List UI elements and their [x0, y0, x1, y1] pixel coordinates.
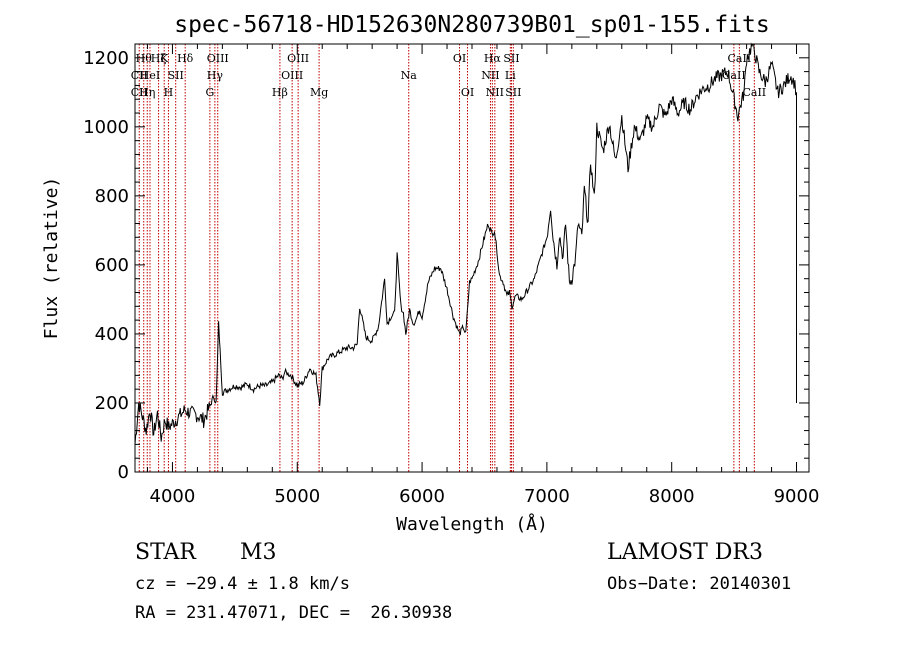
y-tick-label: 200 — [95, 393, 129, 414]
marker-label: NII — [486, 86, 504, 99]
marker-label: HeI — [140, 69, 160, 82]
marker-label: Hγ — [207, 69, 224, 82]
object-subclass: M3 — [240, 540, 277, 565]
marker-label: Li — [505, 69, 516, 82]
y-tick-label: 1200 — [83, 48, 129, 69]
x-axis-label: Wavelength (Å) — [396, 513, 548, 535]
marker-label: Hη — [139, 86, 155, 99]
marker-label: NII — [481, 69, 499, 82]
marker-label: K — [160, 52, 169, 65]
survey-name: LAMOST DR3 — [607, 540, 763, 565]
marker-label: SII — [503, 52, 519, 65]
x-tick-label: 9000 — [774, 486, 820, 507]
x-tick-label: 4000 — [150, 486, 196, 507]
spectrum-line — [134, 42, 797, 445]
y-axis-label: Flux (relative) — [41, 177, 62, 340]
y-tick-label: 800 — [95, 186, 129, 207]
marker-label: OIII — [287, 52, 309, 65]
marker-label: OI — [453, 52, 466, 65]
y-tick-label: 0 — [118, 462, 129, 483]
x-tick-label: 7000 — [524, 486, 570, 507]
marker-label: Hβ — [272, 86, 288, 99]
x-tick-label: 5000 — [274, 486, 320, 507]
marker-label: CaII — [728, 52, 752, 65]
marker-label: G — [205, 86, 214, 99]
plot-frame — [134, 43, 810, 473]
coordinates: RA = 231.47071, DEC = 26.30938 — [135, 603, 453, 623]
marker-label: Hα — [484, 52, 502, 65]
marker-label: Hδ — [177, 52, 194, 65]
marker-label: Hθ — [136, 52, 153, 65]
marker-label: SII — [505, 86, 521, 99]
y-tick-label: 1000 — [83, 117, 129, 138]
observation-date: Obs−Date: 20140301 — [607, 574, 792, 594]
marker-label: Na — [401, 69, 418, 82]
y-tick-label: 400 — [95, 324, 129, 345]
marker-label: Mg — [310, 86, 328, 99]
marker-label: OI — [461, 86, 474, 99]
marker-label: CaII — [742, 86, 766, 99]
chart-title: spec-56718-HD152630N280739B01_sp01-155.f… — [174, 12, 769, 38]
marker-label: Hζ — [151, 52, 167, 65]
marker-label: H — [164, 86, 174, 99]
x-tick-label: 8000 — [649, 486, 695, 507]
x-tick-label: 6000 — [399, 486, 445, 507]
y-tick-label: 600 — [95, 255, 129, 276]
marker-label: OIII — [281, 69, 303, 82]
marker-label: OIII — [207, 52, 229, 65]
marker-label: SII — [168, 69, 184, 82]
redshift-cz: cz = −29.4 ± 1.8 km/s — [135, 574, 350, 594]
object-class: STAR — [135, 540, 196, 565]
